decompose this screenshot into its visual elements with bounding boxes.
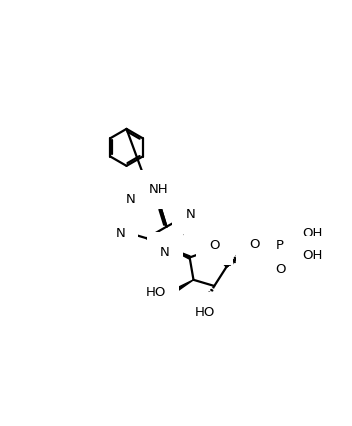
Text: N: N [160,246,170,259]
Text: HO: HO [195,305,215,319]
Text: O: O [209,239,220,252]
Polygon shape [176,280,194,291]
Text: OH: OH [302,227,322,240]
Polygon shape [164,246,190,259]
Text: HO: HO [145,286,166,299]
Text: N: N [115,227,125,240]
Text: N: N [186,208,195,221]
Text: P: P [276,239,284,252]
Text: O: O [249,238,259,251]
Text: NH: NH [148,183,168,196]
Text: N: N [125,193,135,206]
Text: O: O [275,263,286,276]
Text: OH: OH [302,250,322,262]
